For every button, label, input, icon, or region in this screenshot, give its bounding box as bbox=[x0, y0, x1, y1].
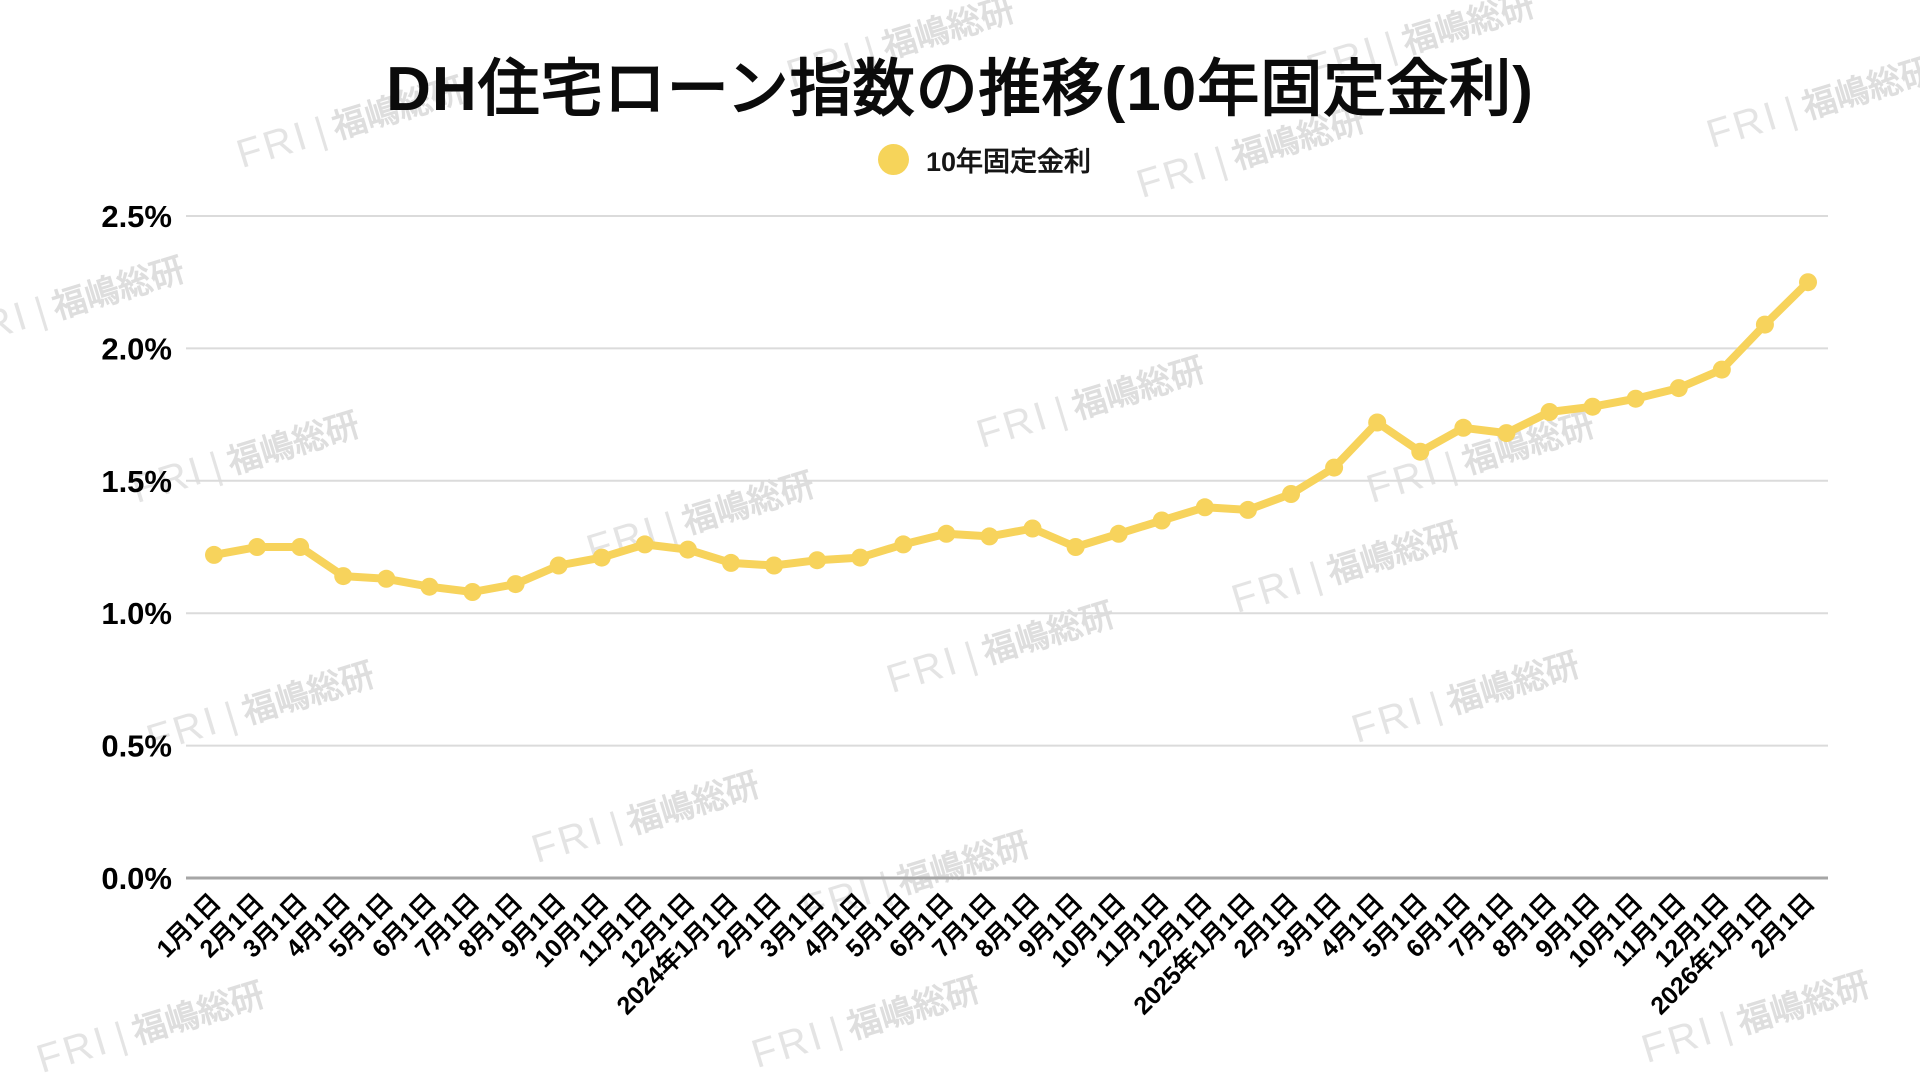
legend: 10年固定金利 bbox=[878, 140, 1091, 179]
y-tick-label: 2.5% bbox=[101, 199, 172, 234]
data-point bbox=[1152, 511, 1171, 530]
page-title: DH住宅ローン指数の推移(10年固定金利) bbox=[386, 55, 1534, 124]
data-point bbox=[635, 535, 654, 554]
data-point bbox=[1497, 424, 1516, 443]
data-point bbox=[592, 548, 611, 567]
data-point bbox=[549, 556, 568, 575]
data-point bbox=[1669, 379, 1688, 398]
data-point bbox=[463, 583, 482, 601]
data-point bbox=[1282, 485, 1301, 503]
data-line bbox=[210, 278, 1812, 596]
data-point bbox=[377, 569, 396, 588]
data-point bbox=[1023, 519, 1042, 538]
data-point bbox=[1755, 315, 1774, 334]
data-point bbox=[291, 538, 310, 556]
data-point bbox=[1454, 418, 1473, 437]
y-tick-label: 0.0% bbox=[101, 861, 172, 896]
data-point bbox=[1238, 500, 1257, 519]
data-point bbox=[1626, 389, 1645, 408]
data-point bbox=[1540, 403, 1559, 421]
data-point bbox=[1325, 458, 1344, 477]
data-point bbox=[1368, 413, 1387, 432]
data-point bbox=[1411, 442, 1430, 461]
y-tick-label: 1.0% bbox=[101, 596, 172, 631]
y-tick-label: 2.0% bbox=[101, 331, 172, 366]
data-point bbox=[1066, 538, 1085, 556]
data-point bbox=[334, 567, 353, 586]
data-point bbox=[1712, 360, 1731, 379]
data-point bbox=[894, 535, 913, 554]
data-point bbox=[937, 524, 956, 543]
data-point bbox=[851, 548, 870, 567]
legend-marker-dot-icon bbox=[878, 144, 909, 175]
data-point bbox=[1195, 498, 1214, 517]
data-point bbox=[808, 551, 827, 570]
data-point bbox=[1109, 524, 1128, 543]
data-point bbox=[420, 577, 439, 596]
data-point bbox=[1799, 273, 1817, 292]
y-tick-label: 0.5% bbox=[101, 729, 172, 764]
data-point bbox=[980, 527, 999, 546]
data-point bbox=[248, 538, 267, 556]
data-point bbox=[721, 553, 740, 572]
data-point bbox=[205, 545, 223, 564]
data-point bbox=[678, 540, 697, 559]
data-point bbox=[1583, 397, 1602, 416]
y-tick-label: 1.5% bbox=[101, 464, 172, 499]
legend-label: 10年固定金利 bbox=[926, 147, 1092, 177]
data-point bbox=[765, 556, 784, 575]
data-point bbox=[506, 575, 525, 594]
